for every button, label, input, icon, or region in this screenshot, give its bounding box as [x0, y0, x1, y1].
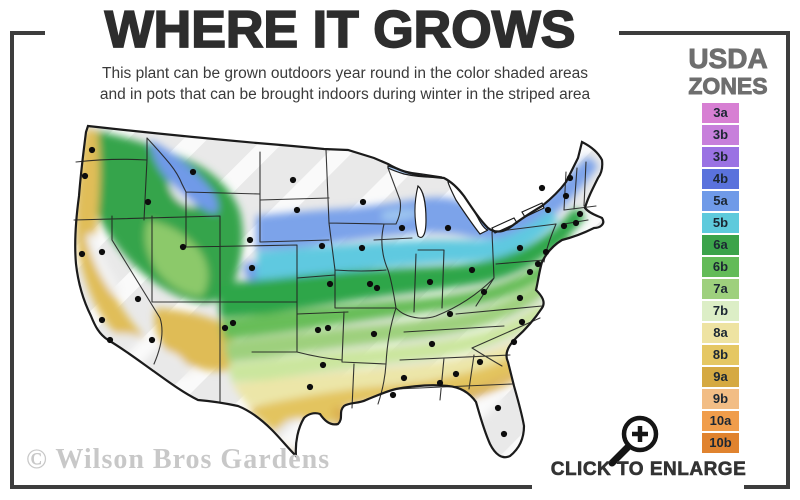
city-dot — [544, 206, 552, 214]
legend-zone-swatch: 6a — [702, 235, 739, 255]
city-dot — [148, 336, 156, 344]
legend-zone-swatch: 8a — [702, 323, 739, 343]
city-dot — [221, 324, 229, 332]
page-title: WHERE IT GROWS — [104, 0, 577, 60]
city-dot — [366, 280, 374, 288]
city-dot — [88, 146, 96, 154]
frame-top-right-segment — [619, 31, 790, 35]
city-dot — [246, 236, 254, 244]
legend-zone-swatch: 4b — [702, 169, 739, 189]
city-dot — [98, 248, 106, 256]
city-dot — [446, 310, 454, 318]
legend-zone-swatch: 5a — [702, 191, 739, 211]
city-dot — [428, 340, 436, 348]
legend-zone-swatch: 9a — [702, 367, 739, 387]
city-dot — [526, 268, 534, 276]
legend-zone-swatch: 3a — [702, 103, 739, 123]
city-dot — [81, 172, 89, 180]
city-dot — [538, 184, 546, 192]
city-dot — [560, 222, 568, 230]
legend-zone-swatch: 5b — [702, 213, 739, 233]
city-dot — [542, 248, 550, 256]
city-dot — [476, 358, 484, 366]
legend-zone-swatch: 8b — [702, 345, 739, 365]
frame-left-line — [10, 31, 14, 489]
city-dot — [306, 383, 314, 391]
frame-bottom-line — [10, 485, 532, 489]
frame-bottom-right-segment — [744, 485, 790, 489]
city-dot — [494, 404, 502, 412]
city-dot — [534, 260, 542, 268]
city-dot — [229, 319, 237, 327]
city-dot — [468, 266, 476, 274]
city-dot — [359, 198, 367, 206]
city-dots — [78, 146, 584, 438]
city-dot — [98, 316, 106, 324]
city-dot — [370, 330, 378, 338]
city-dot — [358, 244, 366, 252]
city-dot — [426, 278, 434, 286]
city-dot — [106, 336, 114, 344]
legend-zone-swatch: 9b — [702, 389, 739, 409]
city-dot — [373, 284, 381, 292]
city-dot — [566, 174, 574, 182]
city-dot — [510, 338, 518, 346]
city-dot — [324, 324, 332, 332]
city-dot — [326, 280, 334, 288]
legend-zone-swatch: 6b — [702, 257, 739, 277]
city-dot — [398, 224, 406, 232]
city-dot — [248, 264, 256, 272]
watermark: © Wilson Bros Gardens — [26, 444, 331, 475]
legend-zone-swatch: 3b — [702, 125, 739, 145]
city-dot — [516, 294, 524, 302]
click-to-enlarge-button[interactable]: CLICK TO ENLARGE — [550, 459, 747, 481]
frame-right-line — [786, 31, 790, 489]
legend-title-usda: USDA — [688, 43, 768, 74]
legend-zone-swatch: 10b — [702, 433, 739, 453]
subtitle-line-1: This plant can be grown outdoors year ro… — [102, 65, 588, 82]
magnifier-zoom-icon[interactable] — [598, 406, 662, 472]
legend-zone-swatch: 3b — [702, 147, 739, 167]
frame-top-left-segment — [10, 31, 45, 35]
city-dot — [572, 219, 580, 227]
usa-map-graphic — [73, 124, 605, 459]
city-dot — [314, 326, 322, 334]
city-dot — [78, 250, 86, 258]
city-dot — [318, 242, 326, 250]
subtitle-line-2: and in pots that can be brought indoors … — [99, 86, 591, 103]
city-dot — [319, 361, 327, 369]
city-dot — [500, 430, 508, 438]
city-dot — [134, 295, 142, 303]
city-dot — [293, 206, 301, 214]
city-dot — [518, 318, 526, 326]
legend-zone-swatch: 7b — [702, 301, 739, 321]
city-dot — [444, 224, 452, 232]
city-dot — [289, 176, 297, 184]
legend-title: USDA ZONES — [668, 43, 788, 99]
city-dot — [562, 192, 570, 200]
usda-zone-legend: 3a 3b 3b 4b 5a 5b 6a 6b 7a 7b 8a 8b 9a 9b 10a 10b — [702, 103, 740, 455]
legend-title-zones: ZONES — [688, 73, 768, 99]
usda-zones-map[interactable] — [52, 112, 667, 472]
city-dot — [189, 168, 197, 176]
city-dot — [516, 244, 524, 252]
city-dot — [576, 210, 584, 218]
city-dot — [144, 198, 152, 206]
city-dot — [389, 391, 397, 399]
legend-zone-swatch: 10a — [702, 411, 739, 431]
legend-zone-swatch: 7a — [702, 279, 739, 299]
city-dot — [436, 379, 444, 387]
city-dot — [480, 288, 488, 296]
city-dot — [452, 370, 460, 378]
city-dot — [179, 243, 187, 251]
city-dot — [400, 374, 408, 382]
